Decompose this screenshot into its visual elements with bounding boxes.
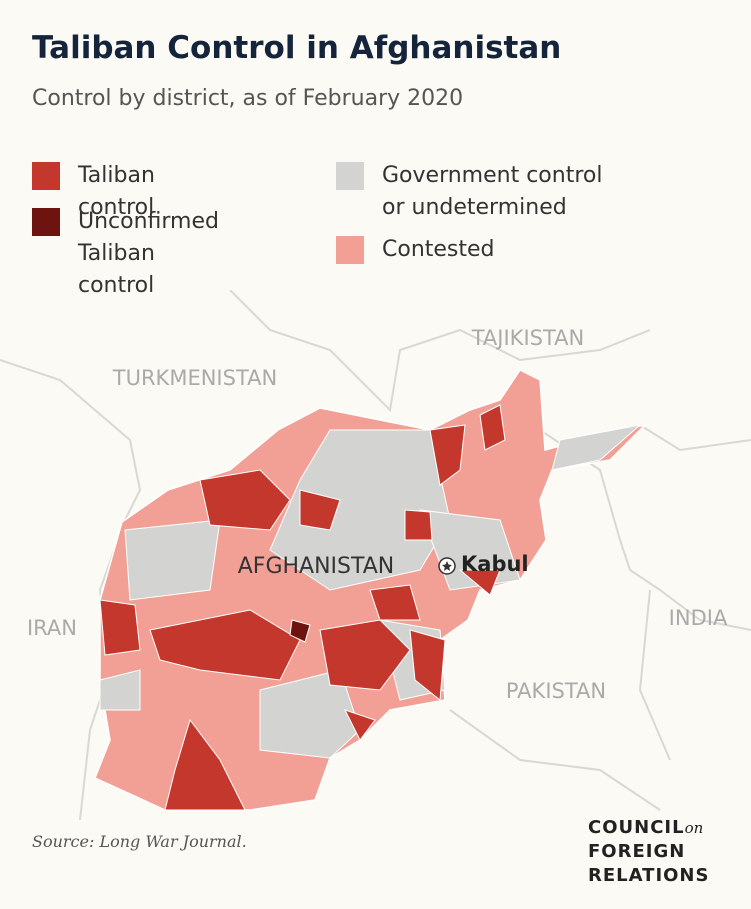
logo-text: RELATIONS [588,865,710,886]
legend-label: Unconfirmed Taliban control [78,209,219,298]
logo: COUNCILon FOREIGN RELATIONS [588,816,709,888]
subtitle: Control by district, as of February 2020 [32,86,464,111]
legend-item: Government control or undetermined [336,160,606,224]
legend-swatch [32,162,60,190]
map: TURKMENISTAN TAJIKISTAN IRAN INDIA PAKISTAN A… [0,290,751,820]
country-label: INDIA [669,606,728,630]
legend-swatch [32,208,60,236]
district-area [404,509,433,541]
district-area [99,669,141,711]
district-area [409,629,446,701]
district-area [319,619,411,691]
district-area [551,424,642,471]
district-area [479,404,506,451]
legend-item: Unconfirmed Taliban control [32,206,232,302]
district-area [99,599,141,656]
district-area [299,489,341,531]
logo-text: on [684,819,704,837]
legend-label: Contested [382,237,495,262]
source: Source: Long War Journal. [32,832,247,851]
border [449,709,661,811]
country-label: TAJIKISTAN [471,326,585,350]
district-area [259,669,361,759]
border [0,359,142,521]
district-area [344,709,376,741]
district-area [458,569,501,596]
country-label: TURKMENISTAN [112,366,277,390]
legend-label: Government control or undetermined [382,163,603,220]
district-area [164,718,246,811]
border [229,290,651,413]
district-area [124,519,221,601]
capital-label: Kabul [461,552,529,576]
district-area [429,424,466,486]
district-area [369,584,421,621]
legend-swatch [336,236,364,264]
country-label: PAKISTAN [506,679,606,703]
legend-swatch [336,162,364,190]
border [638,589,671,761]
legend-label: Taliban control [78,163,155,220]
border [629,569,751,631]
country-label: AFGHANISTAN [238,554,395,579]
border [639,424,751,452]
country-label: IRAN [27,616,77,640]
district-area [149,609,301,681]
logo-text: COUNCIL [588,817,685,838]
logo-text: FOREIGN [588,841,686,862]
title: Taliban Control in Afghanistan [32,30,562,66]
capital-star [442,561,452,571]
legend-item: Contested [336,234,606,266]
district-area [289,619,311,643]
legend-item: Taliban control [32,160,232,224]
district-area [199,469,291,531]
